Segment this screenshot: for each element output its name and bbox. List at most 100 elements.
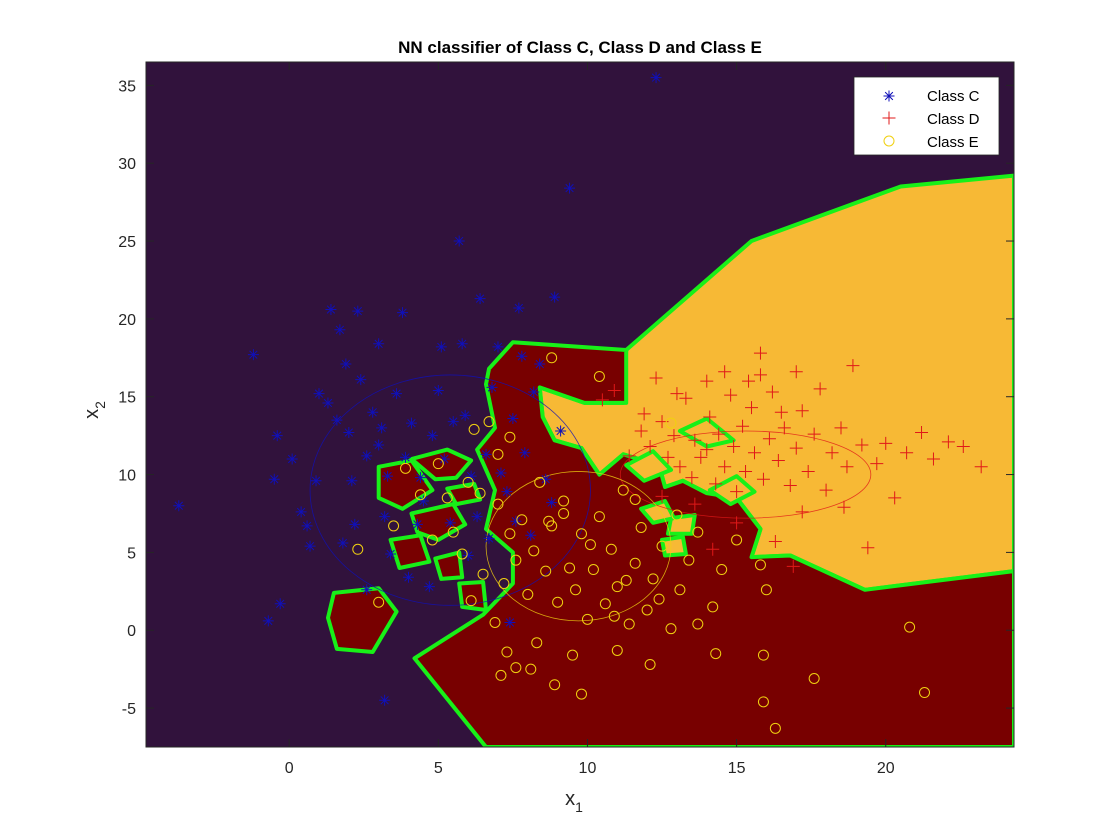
class-e-point <box>731 534 743 546</box>
class-d-point <box>879 436 893 450</box>
class-e-point <box>904 621 916 633</box>
class-c-point <box>340 358 352 370</box>
class-d-point <box>855 438 869 452</box>
class-d-point <box>742 374 756 388</box>
class-c-point <box>343 427 355 439</box>
legend-markers <box>882 90 896 147</box>
class-c-point <box>534 358 546 370</box>
class-d-point <box>634 424 648 438</box>
class-e-point <box>447 526 459 538</box>
class-c-point <box>426 430 438 442</box>
class-e-point <box>665 623 677 635</box>
class-e-point <box>441 492 453 504</box>
class-e-point <box>388 520 400 532</box>
class-c-point <box>301 520 313 532</box>
class-e-point <box>629 493 641 505</box>
x-axis-ticks: 0 5 10 15 20 <box>285 62 895 777</box>
class-c-point <box>474 293 486 305</box>
class-e-point <box>671 509 683 521</box>
class-c-point <box>402 571 414 583</box>
class-e-point <box>575 688 587 700</box>
class-d-point <box>786 559 800 573</box>
class-d-point <box>724 388 738 402</box>
class-e-point <box>611 581 623 593</box>
class-c-point <box>480 448 492 460</box>
class-c-point <box>385 548 397 560</box>
class-d-point <box>941 435 955 449</box>
class-e-point <box>617 484 629 496</box>
class-c-point <box>540 473 552 485</box>
class-d-point <box>789 441 803 455</box>
class-d-point <box>846 359 860 373</box>
class-e-point <box>692 526 704 538</box>
class-c-point <box>444 517 456 529</box>
class-c-point <box>414 472 426 484</box>
class-c-point <box>465 470 477 482</box>
class-e-point <box>504 431 516 443</box>
class-e-point <box>656 540 668 552</box>
class-e-point <box>584 539 596 551</box>
class-e-point <box>468 423 480 435</box>
class-e-point <box>653 593 665 605</box>
class-e-point <box>516 514 528 526</box>
class-d-point <box>688 497 702 511</box>
class-e-point <box>543 515 555 527</box>
y-axis-ticks: -5 0 5 10 15 20 25 30 35 <box>118 78 1014 718</box>
class-c-point <box>400 451 412 463</box>
class-e-point <box>623 618 635 630</box>
class-e-point <box>599 598 611 610</box>
data-points <box>173 72 988 734</box>
class-c-point <box>325 304 337 316</box>
class-d-point <box>801 464 815 478</box>
class-c-point <box>379 511 391 523</box>
class-e-point <box>495 669 507 681</box>
class-e-point <box>635 521 647 533</box>
class-d-point <box>834 421 848 435</box>
class-c-point <box>286 453 298 465</box>
class-d-point <box>819 483 833 497</box>
legend-label-class-c: Class C <box>927 88 980 105</box>
x-tick-label: 5 <box>434 760 443 777</box>
class-d-point <box>649 371 663 385</box>
class-e-point <box>540 565 552 577</box>
class-e-point <box>707 601 719 613</box>
x-axis-label-subscript: 1 <box>575 799 583 815</box>
class-c-point <box>376 422 388 434</box>
class-e-point <box>567 649 579 661</box>
class-e-point <box>465 595 477 607</box>
class-e-point <box>647 573 659 585</box>
class-ellipses <box>309 374 872 622</box>
class-c-point <box>549 291 561 303</box>
class-e-point <box>525 663 537 675</box>
class-c-point <box>313 388 325 400</box>
class-e-point <box>575 528 587 540</box>
class-c-point <box>361 584 373 596</box>
class-c-point <box>346 475 358 487</box>
y-tick-label: 30 <box>118 156 136 173</box>
class-e-point <box>474 487 486 499</box>
class-c-point <box>268 473 280 485</box>
class-c-point <box>367 406 379 418</box>
class-d-point <box>685 471 699 485</box>
class-e-point <box>757 649 769 661</box>
class-e-point <box>564 562 576 574</box>
class-d-island <box>409 447 474 482</box>
y-axis-label-main: x <box>81 409 103 419</box>
class-d-ellipse <box>619 430 872 519</box>
class-c-point <box>411 518 423 530</box>
class-d-point <box>712 427 726 441</box>
class-e-point <box>373 596 385 608</box>
class-c-point <box>447 416 459 428</box>
class-e-point <box>477 568 489 580</box>
class-e-island <box>707 474 757 507</box>
y-axis-label: x2 <box>81 401 108 419</box>
class-d-point <box>753 368 767 382</box>
class-c-point <box>513 302 525 314</box>
class-e-point <box>528 545 540 557</box>
class-d-point <box>667 429 681 443</box>
class-e-point <box>919 687 931 699</box>
class-c-point <box>349 518 361 530</box>
class-c-point <box>173 500 185 512</box>
class-c-point <box>456 338 468 350</box>
